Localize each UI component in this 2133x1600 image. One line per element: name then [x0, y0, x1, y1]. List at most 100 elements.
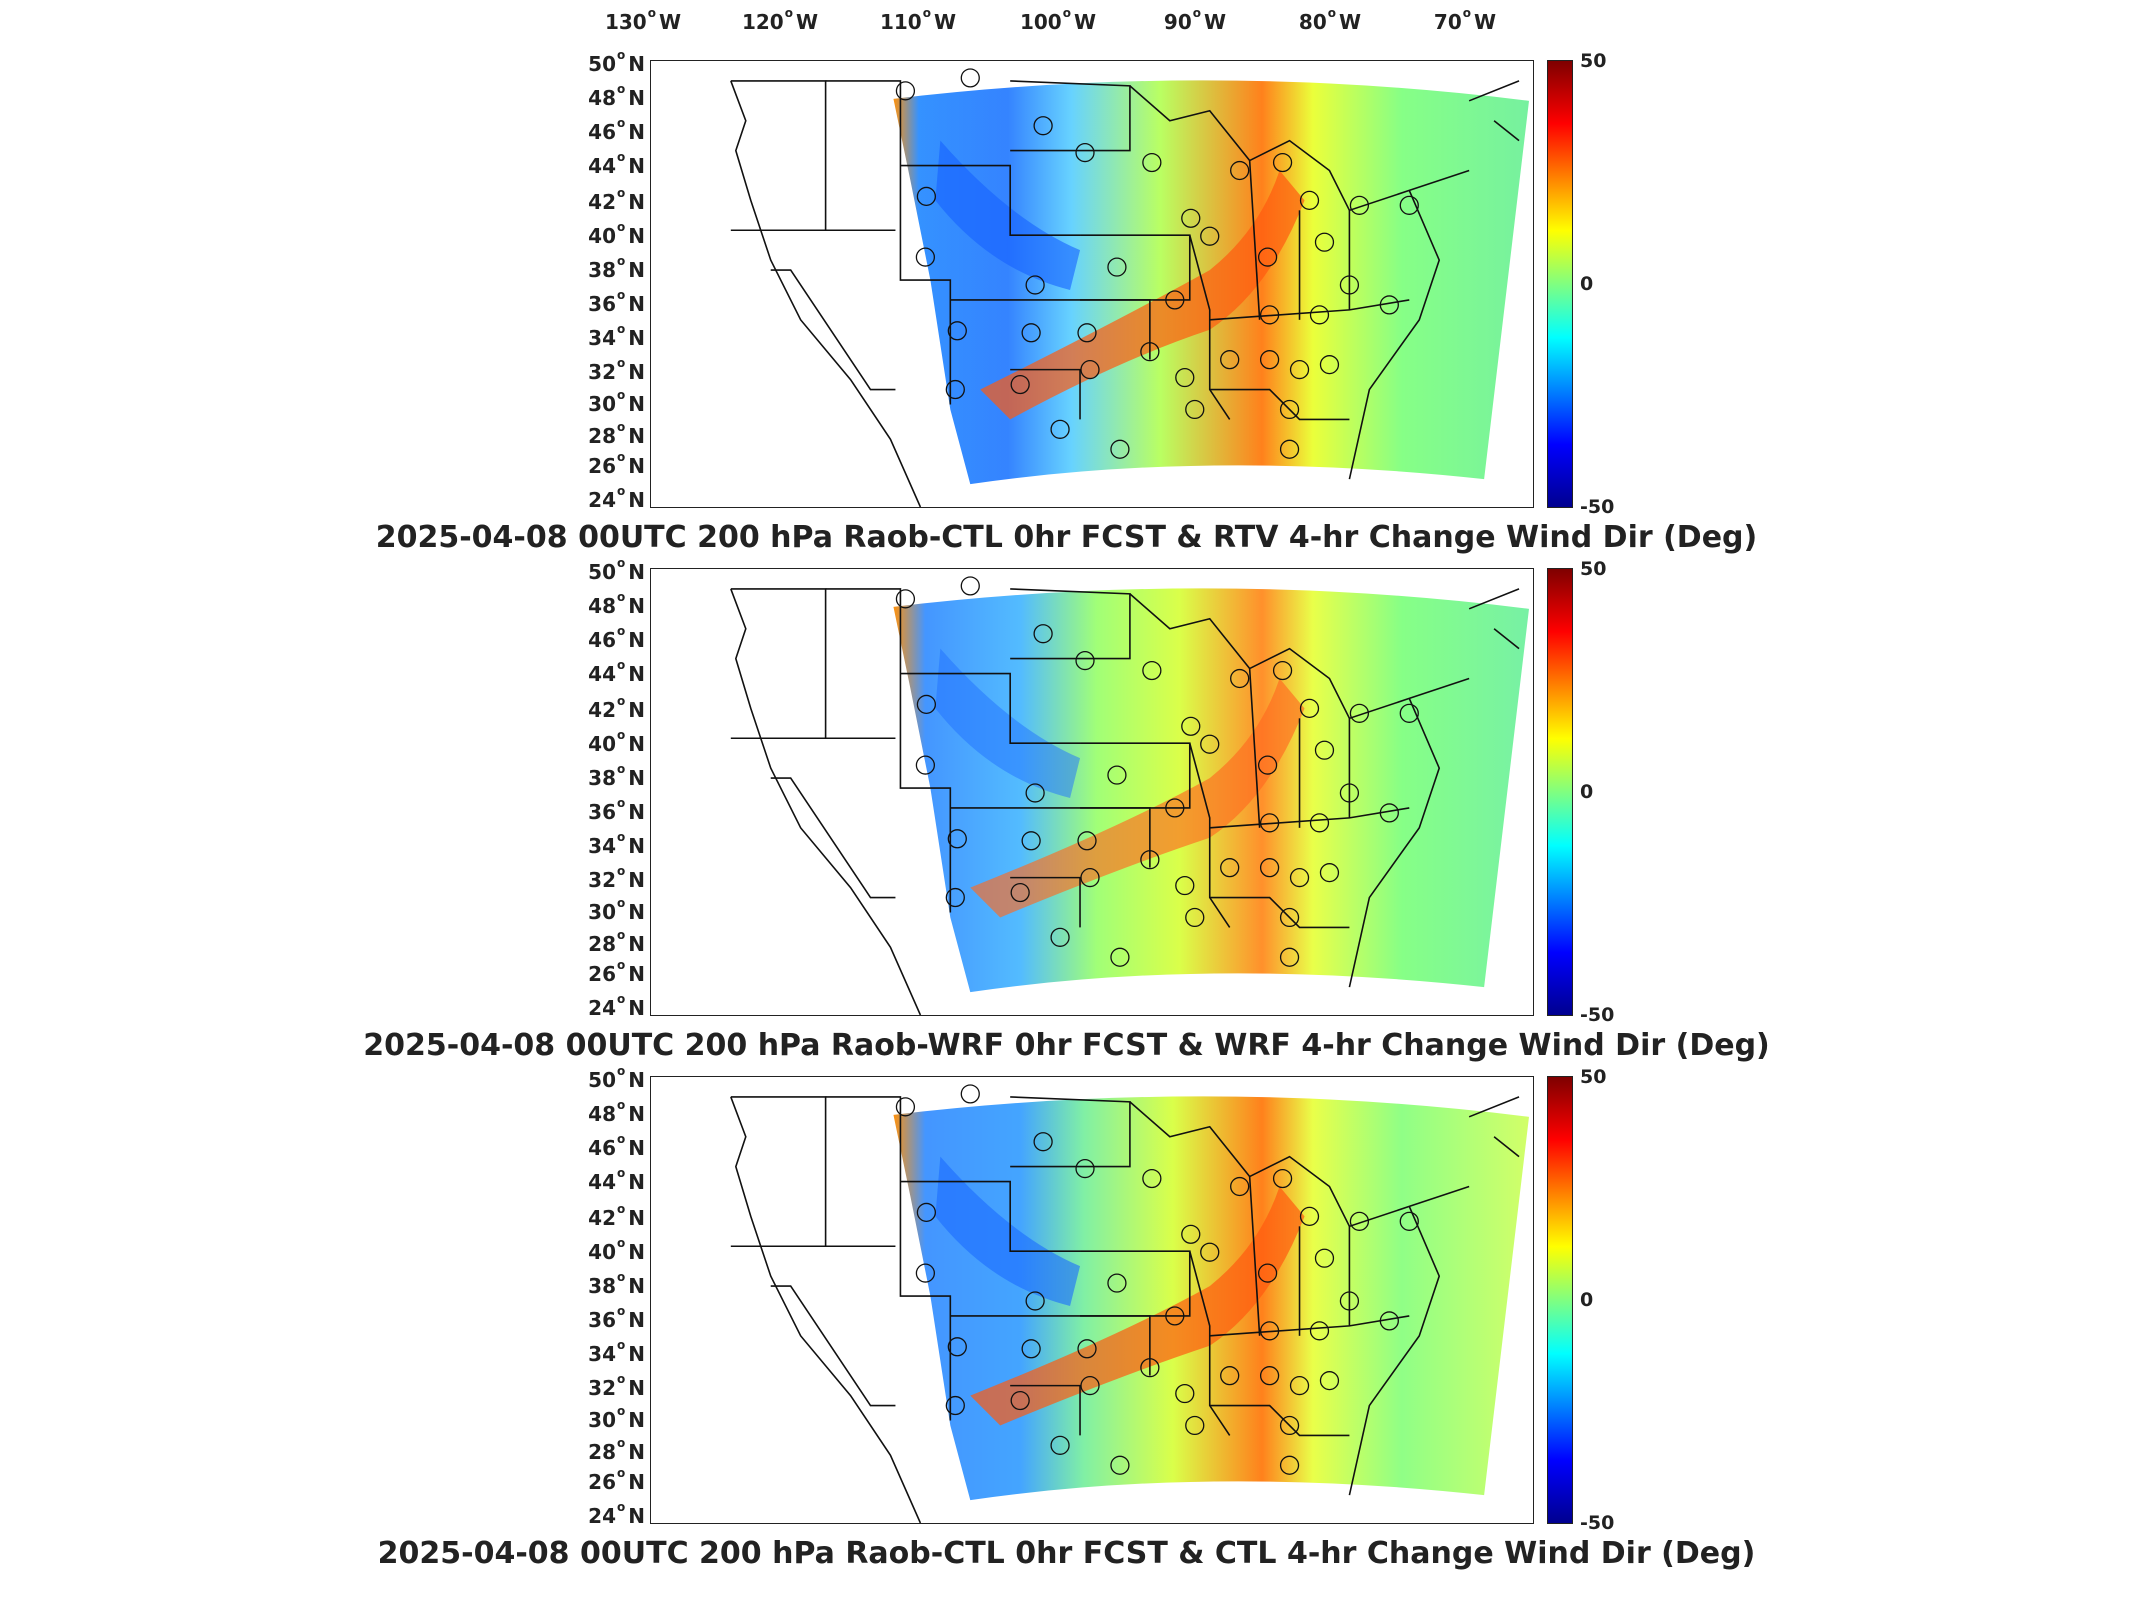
- degree-symbol: o: [617, 322, 626, 336]
- wind-direction-map: [730, 576, 1530, 1015]
- latitude-value: 40: [588, 224, 616, 248]
- latitude-value: 30: [588, 392, 616, 416]
- latitude-value: 50: [588, 560, 616, 584]
- latitude-label: 34o N: [555, 830, 645, 858]
- latitude-hemisphere: N: [628, 628, 645, 652]
- longitude-value: 90: [1163, 10, 1192, 34]
- degree-symbol: o: [617, 1338, 626, 1352]
- latitude-label: 28o N: [555, 420, 645, 448]
- latitude-label: 44o N: [555, 1166, 645, 1194]
- latitude-label: 38o N: [555, 762, 645, 790]
- latitude-label: 48o N: [555, 590, 645, 618]
- latitude-hemisphere: N: [628, 1408, 645, 1432]
- latitude-value: 44: [588, 154, 616, 178]
- latitude-label: 30o N: [555, 1404, 645, 1432]
- colorbar-mid-label: 0: [1580, 1289, 1594, 1311]
- latitude-hemisphere: N: [628, 454, 645, 478]
- latitude-hemisphere: N: [628, 962, 645, 986]
- latitude-label: 30o N: [555, 388, 645, 416]
- latitude-value: 32: [588, 360, 616, 384]
- latitude-label: 28o N: [555, 1436, 645, 1464]
- latitude-hemisphere: N: [628, 424, 645, 448]
- degree-symbol: o: [617, 624, 626, 638]
- latitude-hemisphere: N: [628, 1342, 645, 1366]
- latitude-label: 46o N: [555, 1132, 645, 1160]
- degree-symbol: o: [1327, 6, 1337, 20]
- latitude-value: 36: [588, 292, 616, 316]
- latitude-value: 34: [588, 1342, 616, 1366]
- degree-symbol: o: [617, 830, 626, 844]
- degree-symbol: o: [617, 1466, 626, 1480]
- degree-symbol: o: [617, 896, 626, 910]
- latitude-value: 50: [588, 52, 616, 76]
- latitude-label: 24o N: [555, 484, 645, 512]
- latitude-hemisphere: N: [628, 1274, 645, 1298]
- degree-symbol: o: [784, 6, 793, 20]
- latitude-value: 42: [588, 698, 616, 722]
- degree-symbol: o: [617, 288, 626, 302]
- longitude-value: 120: [741, 10, 784, 34]
- colorbar-1: [1547, 60, 1573, 508]
- degree-symbol: o: [1062, 6, 1071, 20]
- degree-symbol: o: [617, 1304, 626, 1318]
- latitude-value: 40: [588, 732, 616, 756]
- longitude-value: 110: [879, 10, 922, 34]
- latitude-label: 46o N: [555, 624, 645, 652]
- latitude-hemisphere: N: [628, 766, 645, 790]
- latitude-hemisphere: N: [628, 594, 645, 618]
- degree-symbol: o: [617, 556, 626, 570]
- longitude-label: 110o W: [880, 6, 956, 34]
- longitude-hemisphere: W: [1073, 10, 1097, 34]
- latitude-hemisphere: N: [628, 698, 645, 722]
- degree-symbol: o: [617, 1500, 626, 1514]
- degree-symbol: o: [647, 6, 656, 20]
- latitude-label: 36o N: [555, 288, 645, 316]
- latitude-value: 28: [588, 424, 616, 448]
- latitude-hemisphere: N: [628, 1136, 645, 1160]
- degree-symbol: o: [617, 356, 626, 370]
- panel-title-1: 2025-04-08 00UTC 200 hPa Raob-CTL 0hr FC…: [375, 520, 1758, 555]
- colorbar-min-label: -50: [1580, 1512, 1615, 1534]
- latitude-hemisphere: N: [628, 996, 645, 1020]
- latitude-hemisphere: N: [628, 1376, 645, 1400]
- degree-symbol: o: [617, 1064, 626, 1078]
- latitude-label: 44o N: [555, 150, 645, 178]
- panel-title-3: 2025-04-08 00UTC 200 hPa Raob-CTL 0hr FC…: [377, 1536, 1756, 1571]
- degree-symbol: o: [617, 762, 626, 776]
- degree-symbol: o: [617, 864, 626, 878]
- degree-symbol: o: [617, 728, 626, 742]
- latitude-value: 26: [588, 962, 616, 986]
- degree-symbol: o: [1462, 6, 1472, 20]
- latitude-value: 44: [588, 1170, 616, 1194]
- degree-symbol: o: [617, 48, 626, 62]
- latitude-label: 30o N: [555, 896, 645, 924]
- latitude-value: 38: [588, 1274, 616, 1298]
- colorbar-2: [1547, 568, 1573, 1016]
- latitude-value: 28: [588, 932, 616, 956]
- panel-title-2: 2025-04-08 00UTC 200 hPa Raob-WRF 0hr FC…: [363, 1028, 1770, 1063]
- latitude-value: 38: [588, 766, 616, 790]
- latitude-hemisphere: N: [628, 1206, 645, 1230]
- latitude-value: 38: [588, 258, 616, 282]
- latitude-value: 34: [588, 834, 616, 858]
- latitude-hemisphere: N: [628, 488, 645, 512]
- latitude-value: 46: [588, 1136, 616, 1160]
- latitude-value: 30: [588, 1408, 616, 1432]
- longitude-label: 80o W: [1299, 6, 1361, 34]
- latitude-label: 24o N: [555, 992, 645, 1020]
- latitude-hemisphere: N: [628, 360, 645, 384]
- colorbar-3: [1547, 1076, 1573, 1524]
- latitude-value: 40: [588, 1240, 616, 1264]
- colorbar-max-label: 50: [1580, 558, 1607, 580]
- latitude-hemisphere: N: [628, 86, 645, 110]
- latitude-hemisphere: N: [628, 868, 645, 892]
- latitude-hemisphere: N: [628, 560, 645, 584]
- latitude-value: 46: [588, 628, 616, 652]
- colorbar-max-label: 50: [1580, 50, 1607, 72]
- latitude-hemisphere: N: [628, 834, 645, 858]
- latitude-label: 38o N: [555, 1270, 645, 1298]
- latitude-value: 26: [588, 1470, 616, 1494]
- degree-symbol: o: [617, 150, 626, 164]
- latitude-label: 42o N: [555, 694, 645, 722]
- colorbar-min-label: -50: [1580, 496, 1615, 518]
